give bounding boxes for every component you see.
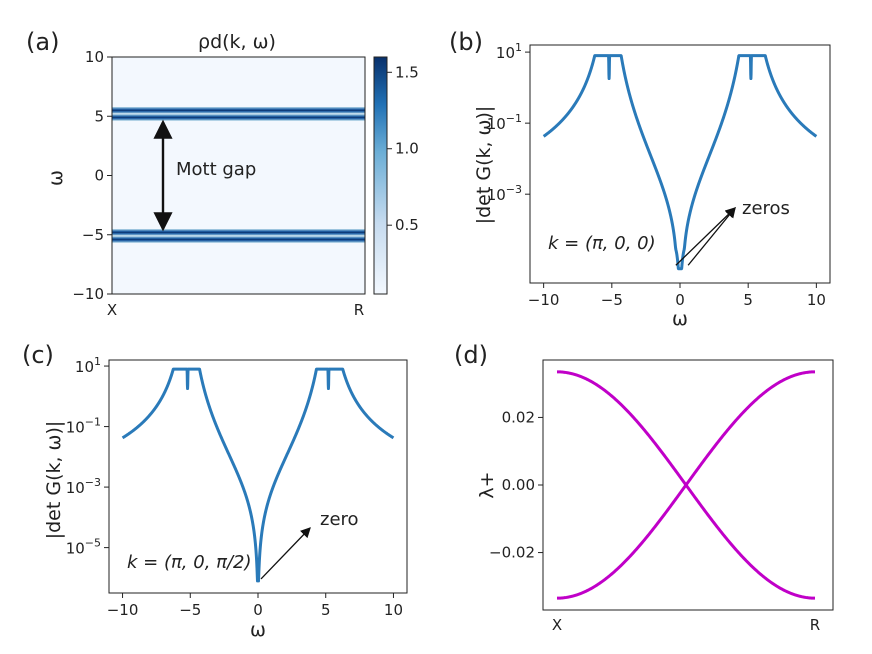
panel-a-xtick-R: R bbox=[354, 301, 364, 319]
ytick-3: 10−5 bbox=[66, 537, 101, 558]
ytick-0: 101 bbox=[496, 41, 522, 62]
panel-c-zero-label: zero bbox=[320, 509, 359, 530]
panel-a-ytick-1: 5 bbox=[94, 107, 104, 125]
panel-d-xtick-X: X bbox=[552, 616, 562, 634]
panel-label-a: (a) bbox=[26, 28, 59, 56]
xtick-0: −10 bbox=[107, 601, 139, 619]
panel-a-title: ρd(k, ω) bbox=[198, 31, 276, 53]
panel-b-line: −10 −5 0 5 10 101 10−1 10−3 ω |det G(k, ω)| k … bbox=[473, 41, 831, 330]
colorbar-tick-1: 1.0 bbox=[395, 140, 419, 158]
zeros-arrow-0 bbox=[675, 207, 736, 266]
xtick-1: −5 bbox=[179, 601, 201, 619]
panel-c-ylabel: |det G(k, ω)| bbox=[43, 421, 65, 540]
panel-d-ylabel: λ+ bbox=[476, 471, 498, 498]
heatmap-band-1 bbox=[112, 114, 365, 121]
xtick-0: −10 bbox=[528, 291, 560, 309]
xtick-2: 0 bbox=[675, 291, 685, 309]
panel-c-xlabel: ω bbox=[250, 619, 266, 641]
colorbar-tick-2: 0.5 bbox=[395, 216, 419, 234]
panel-a-ytick-0: 10 bbox=[85, 48, 104, 66]
xtick-2: 0 bbox=[253, 601, 263, 619]
panel-d-xtick-R: R bbox=[810, 616, 820, 634]
ytick-2: 10−3 bbox=[66, 476, 101, 497]
panel-c-k-label: k = (π, 0, π/2) bbox=[127, 552, 252, 573]
panel-b-series-detG bbox=[542, 54, 818, 271]
panel-label-d: (d) bbox=[454, 341, 488, 369]
ytick-2: 10−3 bbox=[487, 183, 522, 204]
panel-d-series-lower bbox=[556, 370, 816, 600]
panel-c-line: −10 −5 0 5 10 101 10−1 10−3 10−5 ω |det G(k, ω)… bbox=[43, 355, 408, 641]
zeros-arrow-1 bbox=[687, 206, 736, 266]
colorbar-tick-0: 1.5 bbox=[395, 63, 419, 81]
zero-arrow bbox=[260, 527, 311, 580]
panel-d-ytick-2: −0.02 bbox=[489, 544, 535, 562]
heatmap-band-0 bbox=[112, 107, 365, 114]
panel-d-ytick-1: 0.00 bbox=[502, 476, 535, 494]
panel-a-heatmap: ρd(k, ω) 10 5 0 −5 −10 X R ω Mott gap 1.5 1.0… bbox=[45, 31, 419, 319]
mott-gap-label: Mott gap bbox=[176, 159, 256, 180]
ytick-1: 10−1 bbox=[66, 416, 101, 437]
xtick-3: 5 bbox=[743, 291, 753, 309]
panel-a-ytick-4: −10 bbox=[72, 285, 104, 303]
panel-b-xlabel: ω bbox=[672, 308, 688, 330]
heatmap-band-2 bbox=[112, 229, 365, 236]
panel-a-xtick-X: X bbox=[107, 301, 117, 319]
panel-a-ylabel: ω bbox=[45, 170, 67, 186]
panel-d-frame bbox=[542, 359, 834, 611]
panel-d-ytick-0: 0.02 bbox=[502, 408, 535, 426]
colorbar bbox=[373, 56, 388, 295]
ytick-0: 101 bbox=[75, 355, 101, 376]
panel-b-k-label: k = (π, 0, 0) bbox=[548, 233, 656, 254]
panel-label-c: (c) bbox=[22, 341, 54, 369]
xtick-1: −5 bbox=[601, 291, 623, 309]
panel-b-ylabel: |det G(k, ω)| bbox=[473, 106, 495, 225]
panel-a-ytick-3: −5 bbox=[82, 226, 104, 244]
ytick-1: 10−1 bbox=[487, 112, 522, 133]
panel-b-zeros-label: zeros bbox=[742, 198, 790, 219]
heatmap-band-3 bbox=[112, 236, 365, 243]
xtick-4: 10 bbox=[807, 291, 826, 309]
panel-d-line: 0.02 0.00 −0.02 X R λ+ bbox=[476, 359, 834, 634]
xtick-4: 10 bbox=[384, 601, 403, 619]
xtick-3: 5 bbox=[321, 601, 331, 619]
panel-c-series-detG bbox=[121, 367, 395, 583]
panel-label-b: (b) bbox=[449, 28, 483, 56]
panel-a-ytick-2: 0 bbox=[94, 167, 104, 185]
